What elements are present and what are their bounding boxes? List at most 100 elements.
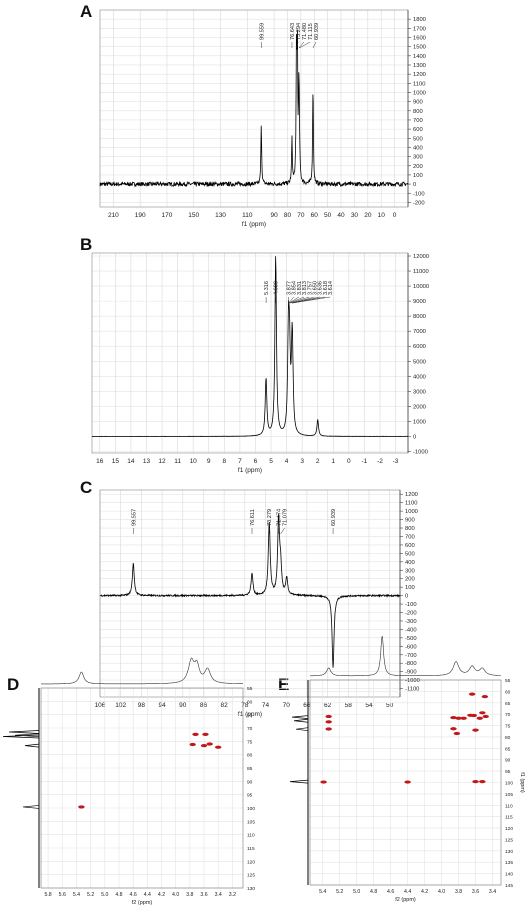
- panel-a-peak-label: 76.643: [290, 23, 296, 40]
- panel-e-cross-peak: [450, 727, 457, 731]
- panel-e-ytick-label: 120: [505, 826, 513, 832]
- panel-c-xtick-label: 94: [158, 702, 166, 709]
- panel-b-peak-label: 3.757: [307, 281, 313, 295]
- panel-c-ytick-label: 300: [405, 568, 415, 574]
- panel-c-peak-label: 71.474: [277, 509, 283, 526]
- panel-e-ytick-label: 60: [505, 689, 511, 695]
- panel-e-cross-peak: [325, 714, 332, 719]
- panel-e-xtick-label: 4.8: [370, 889, 377, 895]
- panel-e-cross-peak: [320, 780, 327, 784]
- panel-e-ytick-label: 95: [505, 769, 511, 775]
- panel-c-ytick-label: -300: [405, 619, 417, 625]
- panel-e-xtick-label: 3.8: [455, 889, 462, 895]
- panel-c-xtick-label: 50: [386, 702, 394, 709]
- panel-b-xtick-label: -1: [362, 458, 368, 465]
- panel-a-xtick-label: 70: [297, 212, 305, 219]
- panel-b-xtick-label: 15: [112, 458, 120, 465]
- panel-d-xtick-label: 5.8: [44, 892, 51, 898]
- panel-b-peak-label: 3.813: [302, 281, 308, 295]
- panel-b-peak-leader: [289, 296, 305, 304]
- panel-e-cross-peak: [482, 714, 489, 719]
- panel-label-e: E: [278, 675, 290, 694]
- panel-e-cross-peak: [476, 716, 483, 720]
- panel-e-ytick-label: 85: [505, 746, 511, 752]
- panel-d-ytick-label: 100: [247, 806, 255, 812]
- panel-e-cross-peak: [479, 711, 486, 715]
- panel-d-xtick-label: 5.4: [73, 892, 80, 898]
- panel-a-peak-label: 71.480: [302, 23, 308, 40]
- panel-b-xtick-label: 16: [96, 458, 104, 465]
- panel-d-cross-peak: [200, 744, 208, 748]
- panel-a-xtick-label: 110: [242, 212, 253, 219]
- panel-c-peak-leader: [280, 527, 285, 535]
- panel-a-peak-leader: [312, 41, 317, 49]
- panel-b-peak-label: 3.614: [328, 281, 334, 295]
- panel-a-ytick-label: 200: [413, 164, 423, 170]
- panel-e-left-projection-peak: [291, 715, 309, 719]
- panel-a-peak-leader: [296, 41, 299, 49]
- panel-d-ytick-label: 90: [247, 779, 253, 785]
- panel-b-ytick-label: -1000: [413, 449, 428, 455]
- panel-e-cross-peak: [470, 713, 478, 718]
- panel-a-peak-label: 73.294: [296, 23, 302, 40]
- panel-d-xtick-label: 4.6: [130, 892, 137, 898]
- panel-e-xtick-label: 4.2: [421, 889, 428, 895]
- panel-c-xtick-label: 54: [365, 702, 373, 709]
- panel-a-ytick-label: 300: [413, 155, 423, 161]
- panel-b-xtick-label: -3: [393, 458, 399, 465]
- panel-e-xlabel: f2 (ppm): [395, 897, 416, 903]
- panel-e-xtick-label: 4.0: [438, 889, 445, 895]
- panel-c-ytick-label: -1000: [405, 678, 420, 684]
- panel-a-xtick-label: 0: [393, 212, 397, 219]
- panel-d-ytick-label: 65: [247, 713, 253, 719]
- panel-b-xtick-label: -2: [377, 458, 383, 465]
- panel-e-ytick-label: 115: [505, 815, 513, 821]
- panel-a-frame: [99, 9, 409, 208]
- panel-b-peak-label: 4.699: [274, 281, 280, 295]
- panel-b-xtick-label: 11: [174, 458, 181, 465]
- panel-d-left-projection-peak: [8, 730, 40, 734]
- panel-b-ytick-label: 1000: [413, 419, 426, 425]
- panel-d-ytick-label: 95: [247, 793, 253, 799]
- panel-c-spectrum: [99, 513, 401, 668]
- panel-d-cross-peak: [189, 742, 196, 747]
- panel-d-ytick-label: 120: [247, 859, 255, 865]
- panel-b-peak-leader: [290, 296, 310, 304]
- panel-e-ytick-label: 110: [505, 803, 513, 809]
- panel-b-xtick-label: 3: [300, 458, 304, 465]
- panel-c-ytick-label: 200: [405, 577, 415, 583]
- panel-b-xtick-label: 9: [207, 458, 211, 465]
- panel-d-ytick-label: 55: [247, 686, 253, 692]
- panel-e-ytick-label: 125: [505, 837, 513, 843]
- panel-c-xtick-label: 78: [241, 702, 249, 709]
- panel-e-cross-peak: [450, 715, 457, 720]
- panel-e-ytick-label: 130: [505, 849, 513, 855]
- panel-e-ytick-label: 70: [505, 712, 511, 718]
- panel-b-ytick-label: 3000: [413, 389, 426, 395]
- panel-d-cross-peak: [202, 732, 209, 737]
- panel-b-peak-label: 3.831: [297, 281, 303, 295]
- panel-b-xtick-label: 8: [223, 458, 227, 465]
- panel-a-ytick-label: 100: [413, 173, 423, 179]
- panel-b-xtick-label: 12: [158, 458, 166, 465]
- panel-a-ytick-label: 700: [413, 118, 423, 124]
- panel-a-ytick-label: 1000: [413, 90, 426, 96]
- panel-d-xtick-label: 4.0: [172, 892, 179, 898]
- panel-d-xtick-label: 3.4: [215, 892, 222, 898]
- panel-e-ytick-label: 75: [505, 724, 511, 730]
- panel-a-ytick-label: 1100: [413, 81, 425, 87]
- panel-b-peak-leader: [292, 296, 331, 304]
- panel-c-xtick-label: 106: [95, 702, 106, 709]
- panel-c-xtick-label: 102: [115, 702, 126, 709]
- panel-d-ytick-label: 130: [247, 886, 255, 892]
- panel-e-xtick-label: 4.4: [404, 889, 411, 895]
- panel-d-top-projection: [41, 657, 243, 685]
- panel-b-xtick-label: 6: [254, 458, 258, 465]
- panel-e-cross-peak: [468, 692, 476, 696]
- panel-c-xtick-label: 90: [179, 702, 187, 709]
- panel-d-ytick-label: 105: [247, 819, 255, 825]
- panel-b-xtick-label: 10: [190, 458, 198, 465]
- panel-b-peak-label: 3.877: [286, 281, 292, 295]
- panel-label-d: D: [7, 675, 20, 694]
